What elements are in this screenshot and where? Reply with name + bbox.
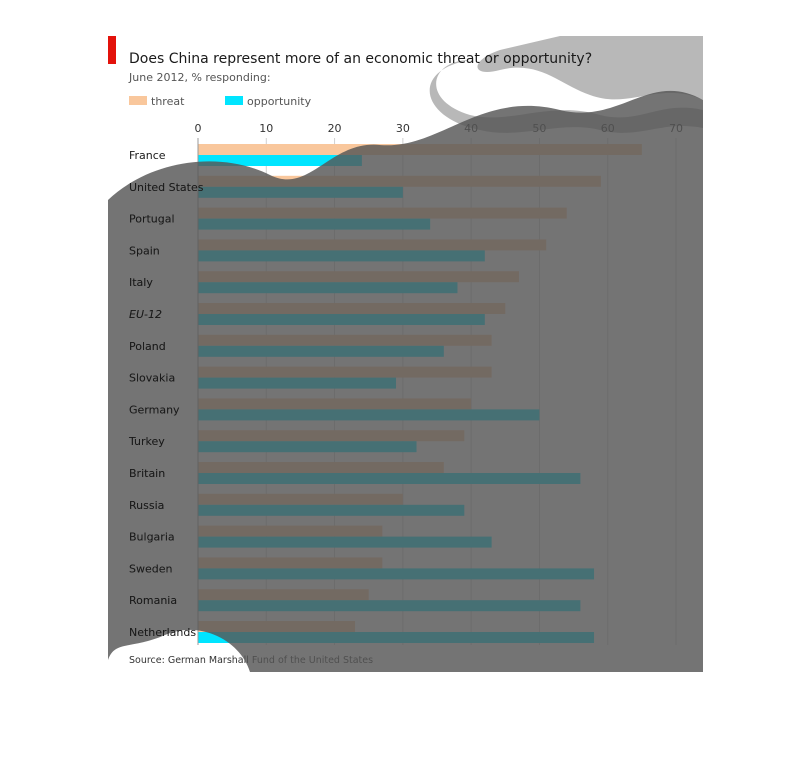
category-label-overlay: Romania (129, 594, 177, 607)
title-accent (108, 36, 116, 64)
category-label-overlay: Sweden (129, 562, 172, 575)
category-label-overlay: Bulgaria (129, 531, 175, 544)
category-label: France (129, 149, 166, 162)
x-tick-label: 20 (328, 122, 342, 135)
x-tick-label: 0 (195, 122, 202, 135)
category-label-overlay: Germany (129, 403, 180, 416)
category-label-overlay: Russia (129, 499, 164, 512)
category-label-overlay: Spain (129, 244, 160, 257)
legend-label-threat: threat (151, 95, 185, 108)
bar-opportunity (198, 155, 362, 166)
category-label-overlay: United States (129, 181, 204, 194)
category-label-overlay: Poland (129, 340, 166, 353)
legend-swatch-threat (129, 96, 147, 105)
plot-labels-overlay: France United States Portugal Spain Italy EU-… (128, 149, 204, 639)
legend-label-opportunity: opportunity (247, 95, 312, 108)
x-tick-label: 10 (259, 122, 273, 135)
legend: threat opportunity (129, 95, 312, 108)
dark-overlay (108, 90, 703, 672)
category-label-overlay: Portugal (129, 213, 175, 226)
category-label-overlay: EU-12 (129, 308, 162, 321)
cloud-shape (477, 36, 703, 100)
x-tick-label: 30 (396, 122, 410, 135)
category-label-overlay: Slovakia (129, 372, 175, 385)
category-label-overlay: Italy (129, 276, 153, 289)
chart-subtitle: June 2012, % responding: (128, 71, 271, 84)
legend-swatch-opportunity (225, 96, 243, 105)
chart-title: Does China represent more of an economic… (129, 51, 592, 67)
category-label-overlay: Britain (129, 467, 165, 480)
category-label-overlay: Turkey (128, 435, 165, 448)
